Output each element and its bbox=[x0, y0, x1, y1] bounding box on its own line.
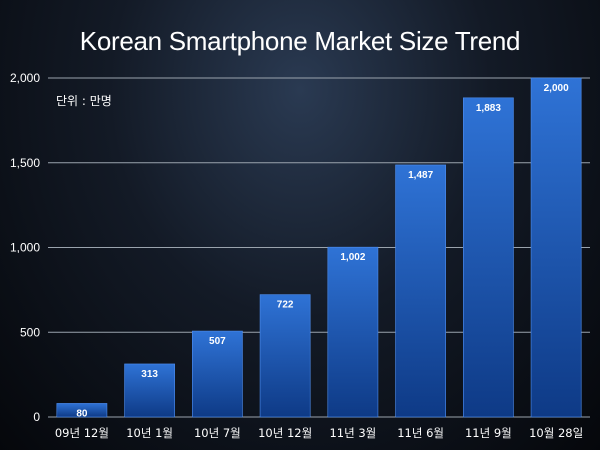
y-tick-label: 0 bbox=[33, 410, 40, 424]
labels: 0 500 1,000 1,500 2,000 80 09년 12월 313 10년 1월 507… bbox=[10, 71, 583, 440]
bar bbox=[530, 77, 582, 418]
bar bbox=[259, 294, 311, 418]
data-label: 1,002 bbox=[340, 252, 365, 263]
chart-title: Korean Smartphone Market Size Trend bbox=[79, 26, 521, 56]
y-tick-label: 2,000 bbox=[10, 71, 40, 85]
x-category-label: 11년 9월 bbox=[465, 426, 512, 440]
bar bbox=[395, 164, 446, 418]
y-tick-label: 1,500 bbox=[10, 156, 40, 170]
data-label: 507 bbox=[209, 336, 226, 347]
data-label: 2,000 bbox=[544, 83, 569, 94]
y-tick-label: 1,000 bbox=[10, 241, 40, 255]
data-label: 80 bbox=[76, 408, 88, 419]
x-category-label: 10년 1월 bbox=[126, 426, 173, 440]
x-category-label: 11년 6월 bbox=[397, 426, 444, 440]
bar bbox=[463, 97, 514, 418]
bar bbox=[124, 363, 175, 418]
data-label: 722 bbox=[277, 300, 294, 311]
data-label: 313 bbox=[141, 369, 158, 380]
unit-note: 단위 : 만명 bbox=[56, 94, 112, 108]
bar bbox=[327, 246, 379, 418]
x-category-label: 09년 12월 bbox=[55, 426, 109, 440]
bars bbox=[56, 77, 582, 418]
data-label: 1,883 bbox=[476, 103, 501, 114]
bar bbox=[192, 330, 243, 418]
x-category-label: 10년 7월 bbox=[194, 426, 241, 440]
x-category-label: 11년 3월 bbox=[329, 426, 376, 440]
data-label: 1,487 bbox=[408, 170, 433, 181]
y-tick-label: 500 bbox=[20, 325, 40, 339]
x-category-label: 10년 12월 bbox=[258, 426, 312, 440]
x-category-label: 10월 28일 bbox=[529, 426, 583, 440]
bar bbox=[56, 403, 108, 418]
